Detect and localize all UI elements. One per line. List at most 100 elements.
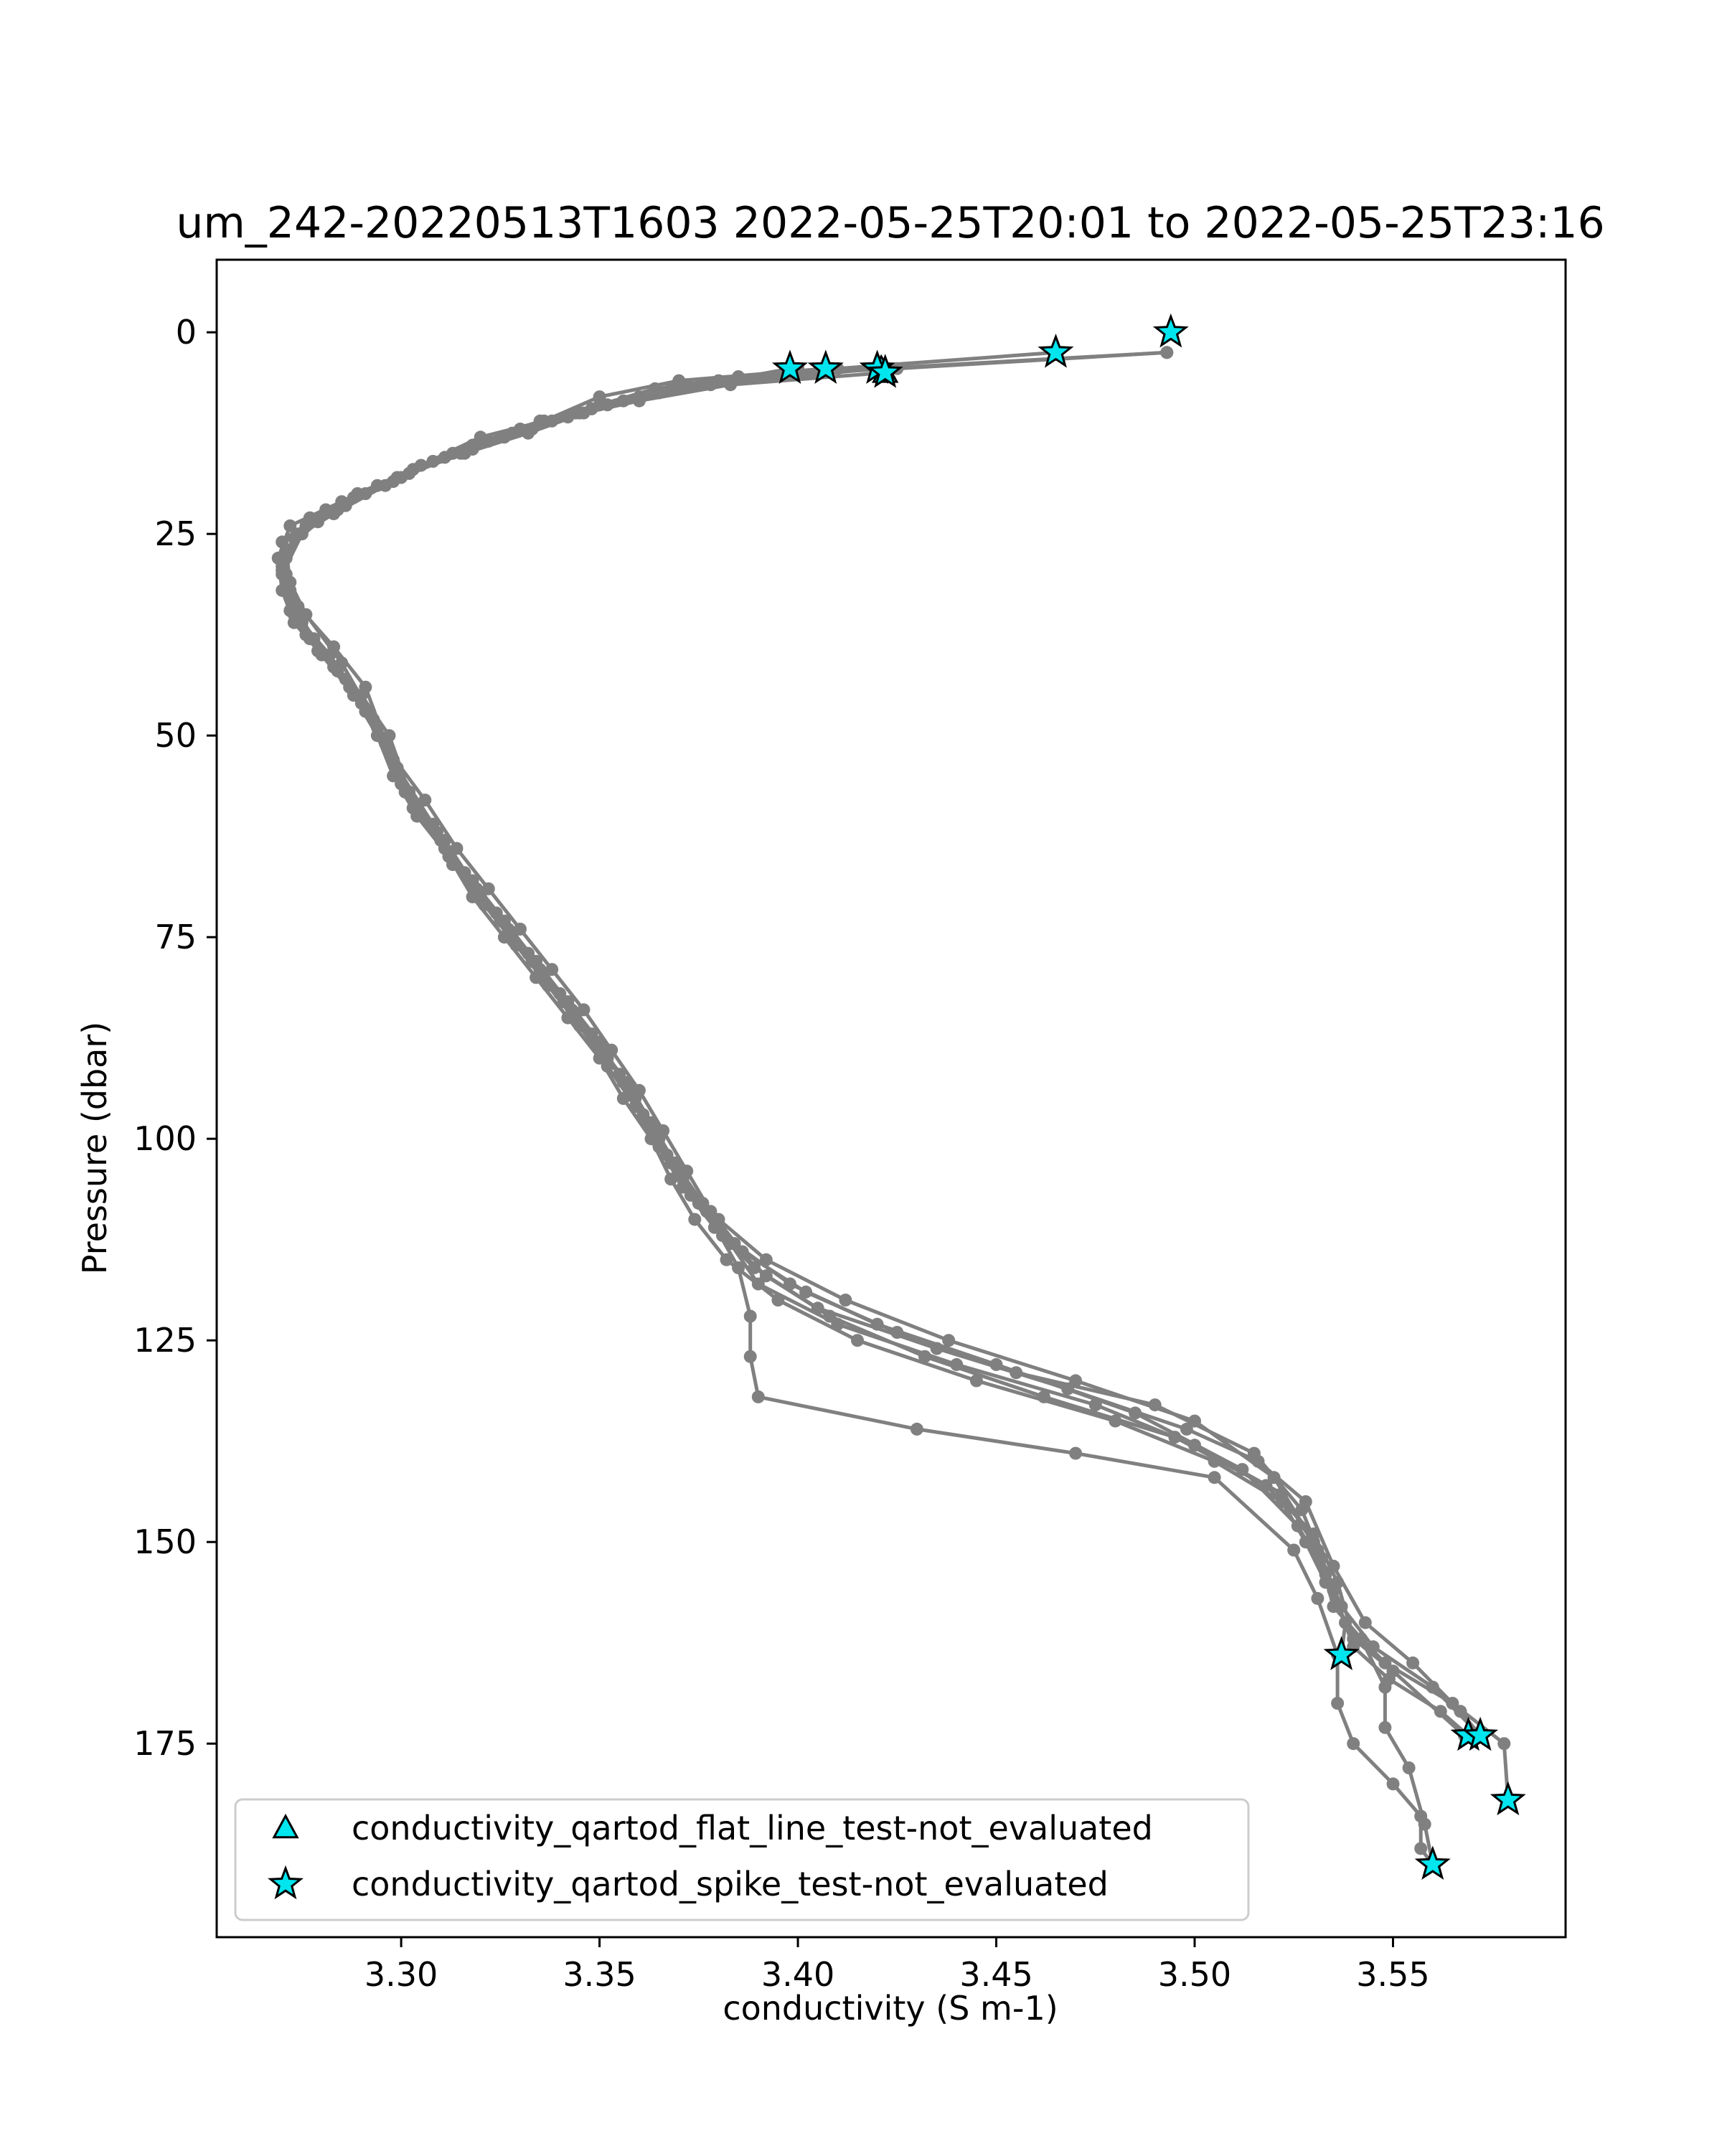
spike-star-marker — [772, 349, 808, 384]
data-point — [1287, 1543, 1301, 1557]
data-point — [299, 628, 313, 641]
data-point — [751, 1390, 765, 1403]
data-point — [505, 931, 519, 944]
data-point — [514, 923, 527, 936]
data-point — [545, 963, 559, 976]
data-point — [1327, 1559, 1340, 1573]
data-point — [688, 1213, 702, 1226]
legend-label-spike: conductivity_qartod_spike_test-not_evalu… — [352, 1865, 1109, 1903]
data-point — [1497, 1737, 1511, 1751]
spike-star-marker — [1462, 1716, 1499, 1751]
data-point — [1188, 1439, 1201, 1452]
chart-title: um_242-20220513T1603 2022-05-25T20:01 to… — [176, 198, 1604, 248]
data-point — [327, 660, 341, 674]
data-point — [1307, 1535, 1320, 1549]
data-point — [1331, 1697, 1345, 1710]
data-point — [1299, 1495, 1312, 1508]
data-point — [1188, 1414, 1201, 1428]
data-point — [295, 527, 309, 541]
spike-star-marker — [1152, 313, 1189, 348]
spike-star-marker — [807, 349, 844, 384]
data-point — [1355, 1632, 1368, 1646]
spike-star-marker — [1490, 1781, 1526, 1816]
data-point — [969, 1374, 983, 1388]
data-point — [1414, 1842, 1428, 1855]
x-tick-label: 3.55 — [1356, 1955, 1429, 1994]
y-tick-label: 150 — [133, 1522, 197, 1561]
data-point — [382, 729, 396, 743]
legend-marker-triangle — [272, 1813, 299, 1839]
data-point — [474, 430, 487, 444]
data-point — [811, 1301, 824, 1315]
data-point — [283, 519, 297, 532]
spike-star-marker — [1323, 1636, 1360, 1670]
spike-star-marker — [1414, 1845, 1451, 1880]
data-point — [601, 1051, 614, 1065]
data-point — [652, 1132, 666, 1146]
data-point — [1069, 1374, 1083, 1388]
x-axis-label: conductivity (S m-1) — [723, 1989, 1058, 2028]
data-point — [403, 785, 416, 799]
legend-marker-star — [268, 1865, 304, 1900]
profile-8 — [276, 362, 1475, 1742]
data-point — [1347, 1737, 1360, 1751]
data-point — [748, 1261, 761, 1274]
y-axis-label: Pressure (dbar) — [75, 1022, 114, 1274]
data-point — [1402, 1761, 1416, 1774]
y-tick-label: 0 — [176, 313, 197, 352]
data-point — [930, 1342, 944, 1355]
legend-label-flat-line: conductivity_qartod_flat_line_test-not_e… — [352, 1809, 1153, 1847]
data-point — [851, 1334, 864, 1347]
data-point — [1406, 1656, 1420, 1670]
data-point — [672, 374, 686, 387]
x-tick-label: 3.35 — [563, 1955, 636, 1994]
data-point — [732, 1261, 745, 1274]
data-point — [1061, 1382, 1075, 1395]
y-tick-label: 100 — [133, 1119, 197, 1158]
data-point — [354, 689, 368, 702]
data-point — [438, 842, 451, 855]
data-point — [1180, 1422, 1193, 1436]
data-point — [839, 1294, 852, 1307]
legend: conductivity_qartod_flat_line_test-not_e… — [234, 1798, 1250, 1921]
plot-frame — [215, 258, 1567, 1939]
data-point — [1386, 1777, 1400, 1791]
data-point — [387, 475, 400, 489]
y-tick-label: 125 — [133, 1321, 197, 1360]
y-tick-label: 175 — [133, 1724, 197, 1763]
data-point — [1358, 1616, 1372, 1629]
data-point — [474, 890, 487, 903]
data-point — [276, 568, 289, 581]
data-point — [1434, 1705, 1447, 1718]
data-point — [950, 1357, 964, 1371]
data-point — [1088, 1398, 1102, 1412]
data-point — [593, 390, 606, 404]
x-tick-label: 3.45 — [959, 1955, 1032, 1994]
y-tick-label: 50 — [154, 716, 197, 755]
data-point — [1382, 1672, 1396, 1686]
y-ticks: 0 25 50 75 100 125 150 175 — [133, 313, 217, 1763]
data-point — [577, 1003, 591, 1017]
data-point — [910, 1422, 923, 1436]
data-point — [331, 503, 344, 517]
x-tick-label: 3.30 — [364, 1955, 438, 1994]
data-point — [743, 1350, 757, 1363]
data-point — [505, 426, 519, 440]
data-point — [1069, 1446, 1083, 1460]
data-point — [712, 1213, 725, 1226]
x-ticks: 3.30 3.35 3.40 3.45 3.50 3.55 — [364, 1937, 1430, 1994]
data-point — [569, 1011, 583, 1025]
data-point — [481, 882, 495, 895]
data-point — [1418, 1817, 1431, 1831]
data-point — [569, 406, 583, 420]
data-point — [759, 1253, 773, 1266]
data-point — [831, 1317, 844, 1331]
data-point — [743, 1309, 757, 1323]
data-point — [1037, 1390, 1050, 1403]
spike-star-marker — [1038, 334, 1074, 368]
x-tick-label: 3.50 — [1158, 1955, 1231, 1994]
data-point — [676, 1172, 690, 1186]
